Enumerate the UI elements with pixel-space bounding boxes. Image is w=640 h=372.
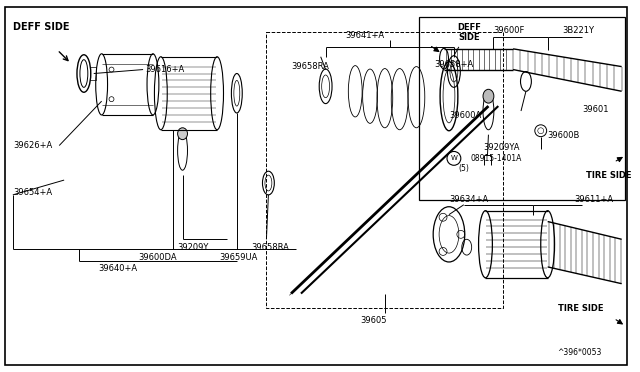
Text: 39209Y: 39209Y [178, 243, 209, 252]
Text: DEFF SIDE: DEFF SIDE [13, 22, 69, 32]
Text: 39654+A: 39654+A [13, 188, 52, 198]
Bar [90, 67, 96, 80]
Text: 39600B: 39600B [548, 131, 580, 140]
Bar [419, 17, 625, 200]
Text: 3B221Y: 3B221Y [563, 26, 595, 35]
Text: 39640+A: 39640+A [99, 264, 138, 273]
Text: 39658RA: 39658RA [252, 243, 289, 252]
Text: 39600A: 39600A [449, 112, 481, 121]
Text: TIRE SIDE: TIRE SIDE [586, 171, 632, 180]
Text: 39600DA: 39600DA [138, 253, 177, 262]
Text: W: W [451, 155, 458, 161]
Text: 39600F: 39600F [493, 26, 525, 35]
Text: 39634+A: 39634+A [449, 195, 488, 204]
Ellipse shape [483, 89, 494, 103]
Text: 39616+A: 39616+A [145, 65, 184, 74]
Ellipse shape [178, 128, 188, 140]
Text: SIDE: SIDE [458, 32, 479, 42]
Text: TIRE SIDE: TIRE SIDE [557, 304, 603, 313]
Text: 08915-1401A: 08915-1401A [470, 154, 522, 163]
Text: 39641+A: 39641+A [346, 31, 385, 39]
Text: 39659UA: 39659UA [219, 253, 257, 262]
Text: DEFF: DEFF [457, 23, 481, 32]
Text: 39658RA: 39658RA [291, 62, 329, 71]
Text: 39601: 39601 [582, 105, 609, 113]
Text: 39611+A: 39611+A [574, 195, 613, 204]
Text: ^396*0053: ^396*0053 [557, 348, 602, 357]
Text: (5): (5) [459, 164, 470, 173]
Text: 39658+A: 39658+A [434, 60, 474, 69]
Text: 39605: 39605 [360, 316, 387, 325]
Text: 39626+A: 39626+A [13, 141, 52, 150]
Text: 39209YA: 39209YA [483, 143, 520, 152]
